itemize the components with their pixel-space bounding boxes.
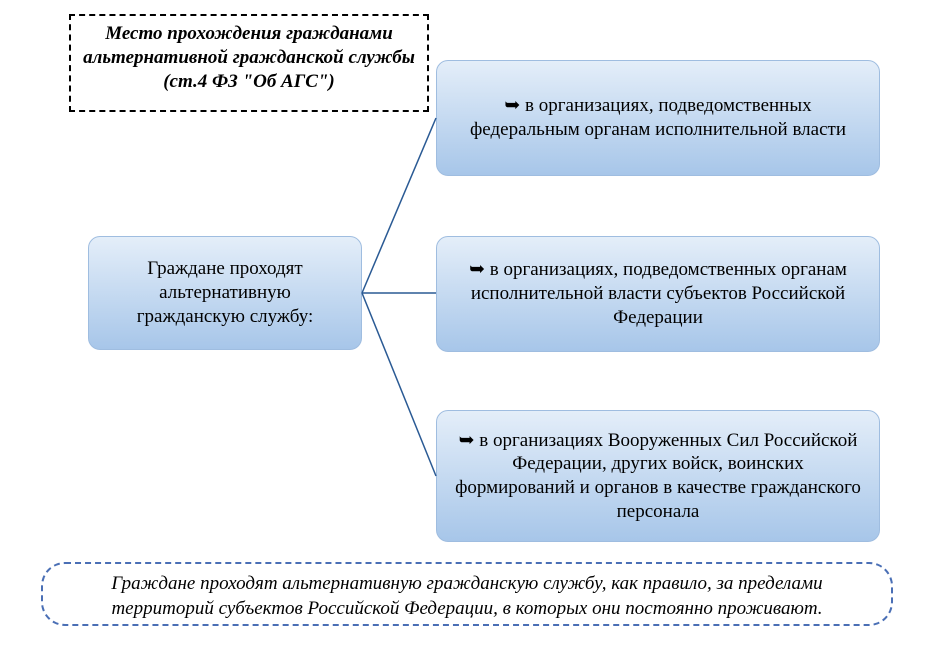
child-node-1: ➥ в организациях, подведомственных орган…	[436, 236, 880, 352]
footer-box: Граждане проходят альтернативную граждан…	[41, 562, 893, 626]
title-text: Место прохождения гражданами альтернатив…	[83, 23, 415, 92]
footer-text: Граждане проходят альтернативную граждан…	[111, 573, 822, 619]
root-node-text: Граждане проходят альтернативную граждан…	[103, 257, 347, 328]
title-box: Место прохождения гражданами альтернатив…	[69, 14, 429, 112]
child-node-2: ➥ в организациях Вооруженных Сил Российс…	[436, 410, 880, 542]
child-node-text: ➥ в организациях, подведомственных орган…	[451, 258, 865, 329]
root-node: Граждане проходят альтернативную граждан…	[88, 236, 362, 350]
arrow-icon: ➥	[504, 95, 525, 116]
arrow-icon: ➥	[469, 259, 490, 280]
child-node-text: ➥ в организациях, подведомственных федер…	[451, 94, 865, 142]
connector-line-0	[362, 118, 436, 293]
child-node-text: ➥ в организациях Вооруженных Сил Российс…	[451, 429, 865, 524]
connector-line-2	[362, 293, 436, 476]
child-node-0: ➥ в организациях, подведомственных федер…	[436, 60, 880, 176]
arrow-icon: ➥	[459, 430, 480, 451]
